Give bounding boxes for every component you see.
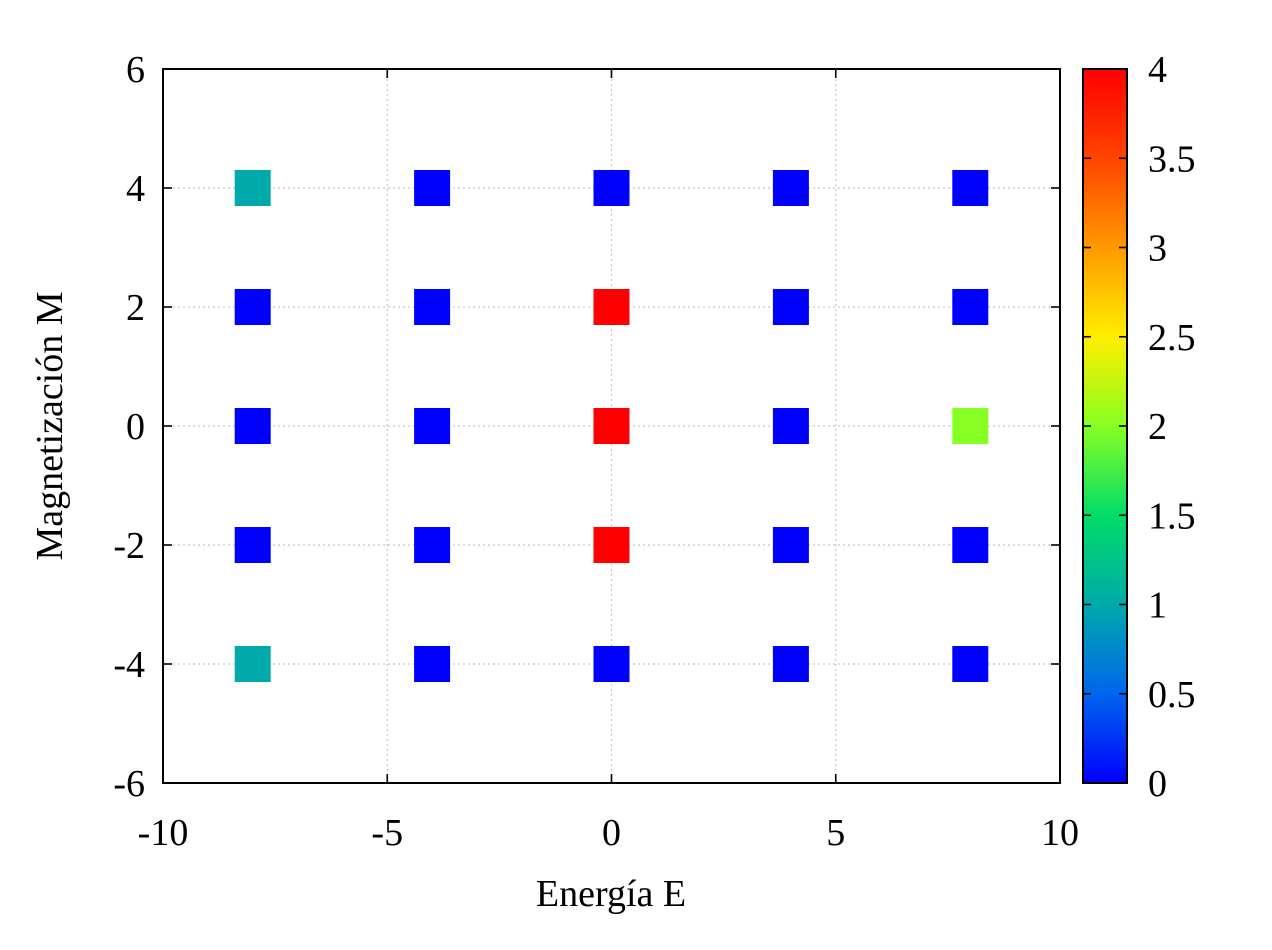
- axis-ticks: -10 -5 0 5 10 -6 -4 -2 0 2 4 6: [113, 49, 1079, 854]
- data-point: [414, 408, 451, 444]
- y-tick-label: 6: [126, 49, 145, 91]
- data-point: [952, 646, 989, 682]
- data-points: [234, 170, 989, 682]
- data-point: [414, 289, 451, 325]
- colorbar-tick-label: 2: [1148, 406, 1167, 448]
- colorbar-tick-label: 4: [1148, 49, 1167, 91]
- data-point: [593, 170, 630, 206]
- colorbar-tick-label: 2.5: [1148, 317, 1196, 359]
- data-point: [772, 527, 809, 563]
- data-point: [593, 527, 630, 563]
- data-point: [414, 646, 451, 682]
- colorbar-tick-label: 1: [1148, 585, 1167, 627]
- data-point: [772, 646, 809, 682]
- data-point: [952, 170, 989, 206]
- data-point: [234, 527, 271, 563]
- y-tick-label: -2: [113, 525, 145, 567]
- x-tick-label: -10: [138, 812, 189, 854]
- data-point: [593, 408, 630, 444]
- data-point: [772, 408, 809, 444]
- data-point: [234, 170, 271, 206]
- data-point: [234, 408, 271, 444]
- data-point: [593, 289, 630, 325]
- y-tick-label: 4: [126, 168, 145, 210]
- y-tick-label: -6: [113, 763, 145, 805]
- x-axis-title: Energía E: [536, 873, 686, 915]
- data-point: [414, 527, 451, 563]
- colorbar-tick-label: 0.5: [1148, 674, 1196, 716]
- colorbar-tick-label: 1.5: [1148, 495, 1196, 537]
- data-point: [772, 289, 809, 325]
- y-tick-label: 2: [126, 287, 145, 329]
- x-tick-label: 5: [826, 812, 845, 854]
- y-axis-title: Magnetización M: [29, 291, 71, 560]
- data-point: [772, 170, 809, 206]
- colorbar-tick-label: 0: [1148, 763, 1167, 805]
- colorbar: 0 0.5 1 1.5 2 2.5 3 3.5 4: [1082, 49, 1196, 805]
- y-tick-label: -4: [113, 644, 145, 686]
- x-tick-label: -5: [371, 812, 403, 854]
- colorbar-tick-label: 3.5: [1148, 138, 1196, 180]
- y-tick-label: 0: [126, 406, 145, 448]
- data-point: [414, 170, 451, 206]
- data-point: [952, 408, 989, 444]
- colorbar-tick-label: 3: [1148, 228, 1167, 270]
- data-point: [952, 289, 989, 325]
- data-point: [234, 289, 271, 325]
- x-tick-label: 10: [1041, 812, 1079, 854]
- data-point: [234, 646, 271, 682]
- x-tick-label: 0: [602, 812, 621, 854]
- data-point: [952, 527, 989, 563]
- data-point: [593, 646, 630, 682]
